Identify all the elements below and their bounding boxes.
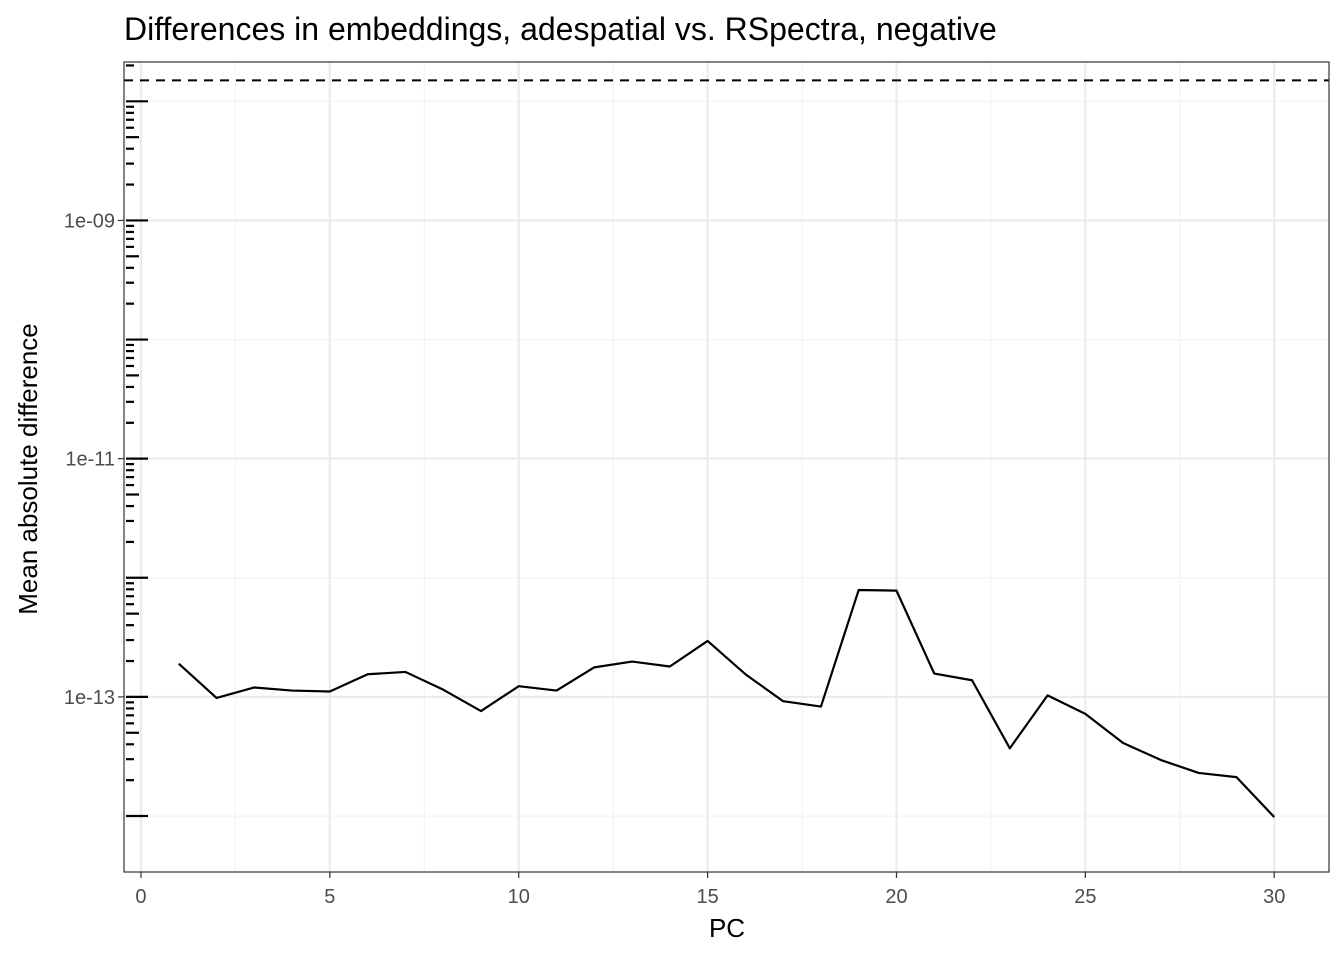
chart-title: Differences in embeddings, adespatial vs… xyxy=(124,11,997,47)
plot-border xyxy=(123,61,1330,873)
y-axis-title: Mean absolute difference xyxy=(13,323,43,615)
x-tick-label: 10 xyxy=(508,886,530,908)
x-axis: 0 5 10 15 20 25 30 xyxy=(135,872,1285,908)
x-tick-label: 15 xyxy=(696,886,718,908)
x-axis-title: PC xyxy=(709,913,745,943)
series-line xyxy=(178,588,1276,818)
x-tick-label: 30 xyxy=(1263,886,1285,908)
grid-minor xyxy=(124,62,1329,872)
y-tick-label: 1e-11 xyxy=(65,449,115,471)
x-tick-label: 25 xyxy=(1074,886,1096,908)
x-tick-label: 5 xyxy=(324,886,335,908)
plot-panel xyxy=(124,62,1329,872)
y-tick-label: 1e-13 xyxy=(64,687,115,709)
x-tick-label: 20 xyxy=(885,886,907,908)
series-layer xyxy=(178,588,1276,818)
y-axis: 1e-09 1e-11 1e-13 xyxy=(64,64,148,818)
y-tick-label: 1e-09 xyxy=(64,210,115,232)
x-tick-label: 0 xyxy=(135,886,146,908)
grid-major xyxy=(124,62,1329,872)
